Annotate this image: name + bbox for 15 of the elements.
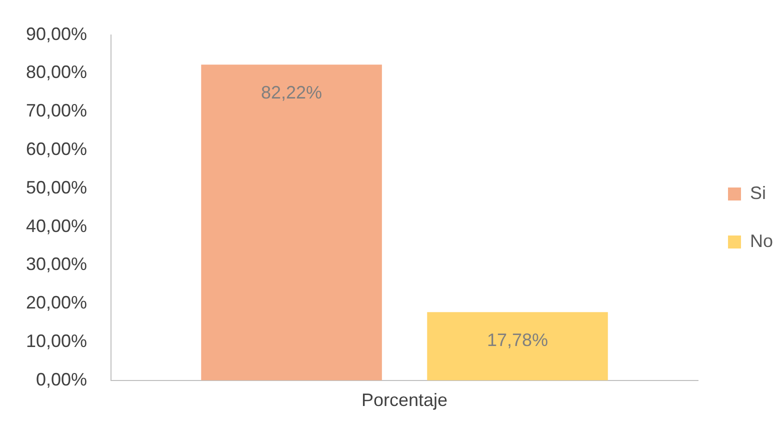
- y-tick-label: 90,00%: [26, 24, 88, 44]
- y-tick-label: 50,00%: [26, 177, 88, 198]
- legend-label: No: [750, 230, 774, 251]
- data-label: 82,22%: [261, 82, 322, 103]
- y-tick-label: 0,00%: [36, 369, 88, 390]
- y-tick-label: 10,00%: [26, 330, 88, 351]
- y-tick-label: 80,00%: [26, 62, 88, 82]
- y-tick-label: 30,00%: [26, 254, 88, 274]
- y-tick-label: 60,00%: [26, 138, 88, 159]
- x-tick-label: Porcentaje: [361, 390, 448, 410]
- y-tick-label: 40,00%: [26, 216, 88, 236]
- y-tick-label: 20,00%: [26, 292, 88, 313]
- legend-label: Si: [750, 182, 766, 203]
- y-tick-label: 70,00%: [26, 100, 88, 121]
- data-label: 17,78%: [486, 330, 548, 350]
